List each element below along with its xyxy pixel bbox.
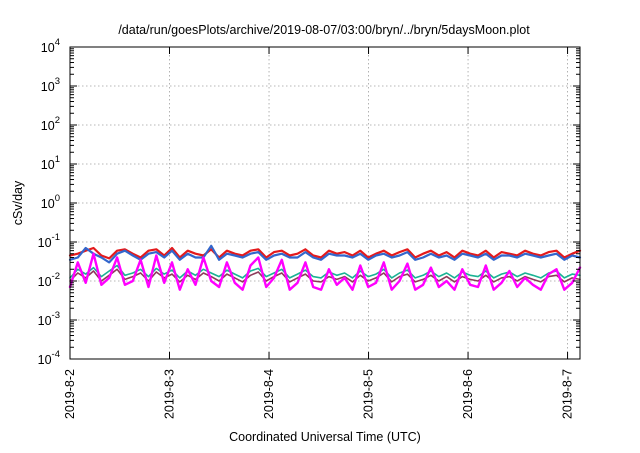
y-tick-label: 104 [41,37,60,55]
x-axis-title: Coordinated Universal Time (UTC) [229,430,421,444]
y-tick-label: 101 [41,154,60,172]
y-tick-label: 100 [41,193,60,211]
y-tick-label: 102 [41,115,60,133]
x-tick-label: 2019-8-4 [262,369,276,419]
x-tick-label: 2019-8-5 [362,369,376,419]
y-tick-label: 10-1 [38,232,60,250]
x-tick-label: 2019-8-3 [163,369,177,419]
y-axis: 10-4 10-3 10-2 10-1 100 101 102 103 104 [38,37,580,367]
chart-title: /data/run/goesPlots/archive/2019-08-07/0… [118,23,530,37]
grid [70,47,580,359]
series-line-2 [68,244,582,264]
series-line-5 [68,252,582,291]
y-tick-label: 10-2 [38,271,60,289]
y-tick-label: 103 [41,76,60,94]
x-tick-label: 2019-8-2 [63,369,77,419]
series-line-3 [69,264,581,279]
y-tick-label: 10-3 [38,310,60,328]
y-axis-title: cSv/day [11,180,25,225]
x-tick-label: 2019-8-6 [461,369,475,419]
series-line-1 [68,246,582,260]
series-group [68,244,582,291]
x-axis: 2019-8-2 2019-8-3 2019-8-4 2019-8-5 2019-8-6… [63,47,575,419]
y-tick-label: 10-4 [38,349,60,367]
x-tick-label: 2019-8-7 [561,369,575,419]
